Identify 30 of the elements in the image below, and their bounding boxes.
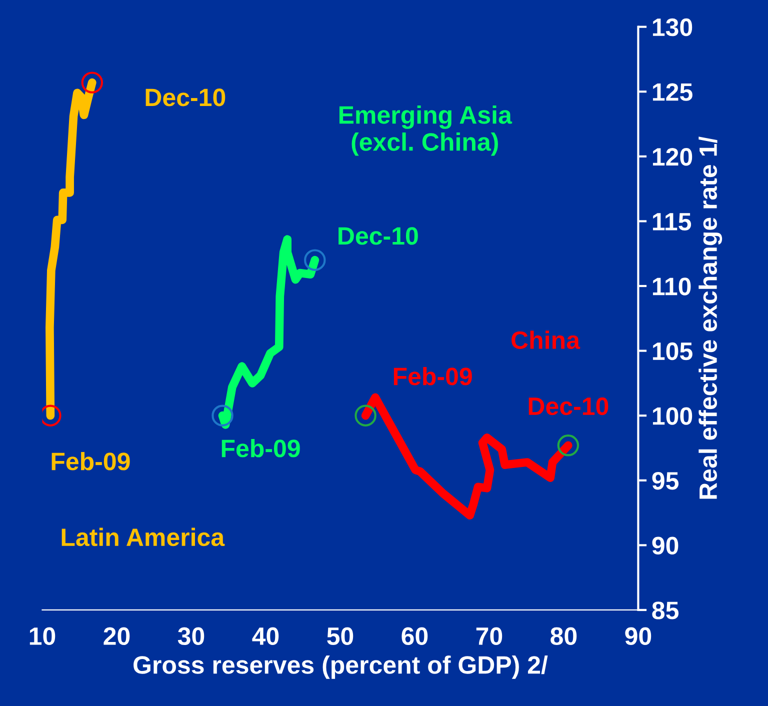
y-tick-label: 120 bbox=[652, 148, 692, 166]
y-tick-label: 130 bbox=[652, 18, 692, 36]
y-tick-label: 105 bbox=[652, 342, 692, 360]
x-axis-title: Gross reserves (percent of GDP) 2/ bbox=[134, 656, 548, 679]
y-tick-label: 85 bbox=[652, 602, 679, 620]
text: China bbox=[512, 330, 580, 350]
y-axis-title: Real effective exchange rate 1/ bbox=[698, 136, 722, 499]
y-tick-label: 100 bbox=[652, 407, 692, 425]
y-tick-label: 115 bbox=[652, 213, 692, 231]
x-tick-label: 30 bbox=[178, 627, 204, 646]
annotation: Dec-10 bbox=[338, 227, 418, 245]
annotation: Dec-10 bbox=[146, 88, 226, 106]
x-tick-label: 90 bbox=[625, 627, 652, 646]
x-tick-label: 10 bbox=[30, 627, 56, 646]
x-tick-label: 20 bbox=[104, 627, 130, 646]
text: Emerging Asia (excl. China) bbox=[339, 105, 512, 156]
annotation: Feb-09 bbox=[52, 452, 130, 470]
y-tick-label: 125 bbox=[652, 83, 692, 101]
text: Latin America bbox=[62, 528, 225, 546]
annotation: Feb-09 bbox=[394, 366, 472, 386]
y-tick-label: 110 bbox=[652, 278, 691, 296]
y-tick-label: 95 bbox=[652, 472, 679, 490]
x-tick-label: 40 bbox=[252, 627, 279, 646]
x-tick-label: 60 bbox=[402, 627, 428, 646]
y-tick-label: 90 bbox=[652, 536, 678, 554]
x-tick-label: 70 bbox=[476, 627, 502, 646]
annotation: Dec-10 bbox=[528, 397, 608, 416]
x-tick-label: 50 bbox=[327, 627, 354, 646]
annotation: Feb-09 bbox=[222, 438, 300, 458]
x-tick-label: 80 bbox=[550, 627, 577, 646]
